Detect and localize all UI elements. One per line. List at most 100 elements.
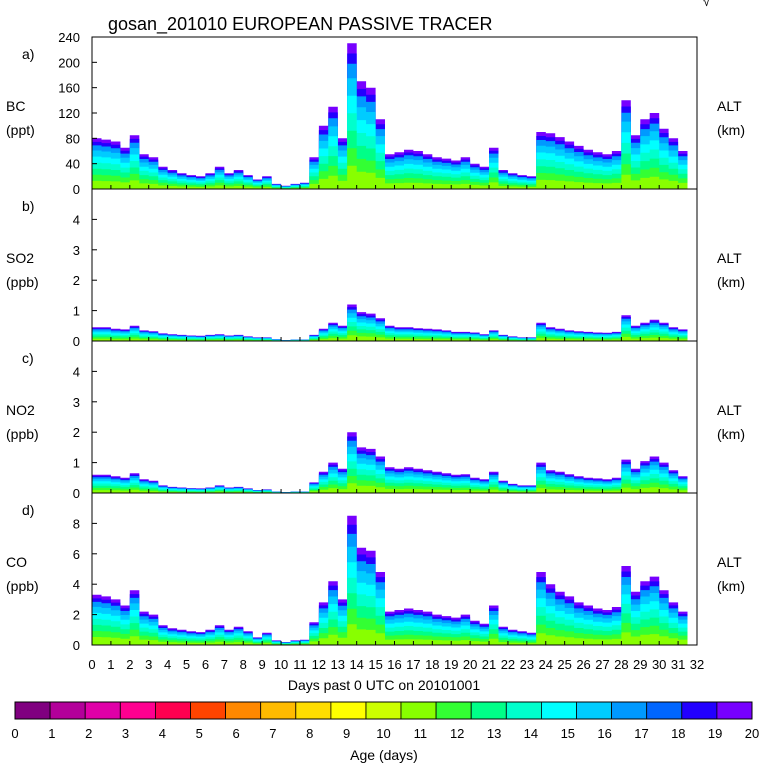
y-tick-label: 1 <box>73 304 80 319</box>
colorbar-tick-label: 9 <box>343 726 350 741</box>
colorbar-tick-label: 2 <box>85 726 92 741</box>
colorbar-tick-label: 13 <box>487 726 501 741</box>
colorbar-swatch <box>400 701 437 720</box>
panel-co: 0 2 4 6 8 d) CO (ppb) ALT (km) <box>6 492 745 653</box>
y-tick-label: 80 <box>66 131 80 146</box>
series-areas <box>92 432 688 493</box>
x-tick-label: 8 <box>240 657 247 672</box>
right-label: ALT <box>717 402 742 418</box>
colorbar-swatch <box>154 701 191 720</box>
unit-label: (ppt) <box>6 122 35 138</box>
colorbar-swatch <box>365 701 402 720</box>
x-tick-label: 15 <box>368 657 382 672</box>
corner-mark: √ <box>703 0 711 9</box>
right-unit: (km) <box>717 578 745 594</box>
unit-label: (ppb) <box>6 578 39 594</box>
panels: 04080120160200240a)BC(ppt)ALT(km)01234b)… <box>6 30 745 653</box>
series-areas <box>92 304 688 341</box>
colorbar-swatch <box>225 701 262 720</box>
colorbar-tick-label: 5 <box>196 726 203 741</box>
x-tick-label: 12 <box>312 657 326 672</box>
colorbar-tick-label: 20 <box>745 726 759 741</box>
colorbar-tick-label: 16 <box>597 726 611 741</box>
x-tick-label: 28 <box>614 657 628 672</box>
panel-letter: d) <box>22 502 34 518</box>
x-tick-label: 30 <box>652 657 666 672</box>
colorbar-swatch <box>435 701 472 720</box>
colorbar-tick-label: 7 <box>269 726 276 741</box>
colorbar-swatch <box>470 701 507 720</box>
x-tick-label: 17 <box>406 657 420 672</box>
x-tick-label: 16 <box>387 657 401 672</box>
colorbar-swatch <box>505 701 542 720</box>
x-tick-label: 23 <box>520 657 534 672</box>
colorbar-frame <box>14 701 753 720</box>
x-tick-label: 13 <box>331 657 345 672</box>
y-tick-label: 4 <box>73 212 80 227</box>
x-axis-label: Days past 0 UTC on 20101001 <box>288 677 480 693</box>
y-tick-label: 2 <box>73 608 80 623</box>
colorbar-swatch <box>611 701 648 720</box>
y-tick-label: 160 <box>58 81 80 96</box>
colorbar-swatch <box>49 701 86 720</box>
area-layer-8 <box>92 624 688 645</box>
colorbar-swatch <box>716 701 753 720</box>
x-tick-label: 26 <box>576 657 590 672</box>
x-tick-label: 10 <box>274 657 288 672</box>
x-tick-label: 5 <box>183 657 190 672</box>
x-tick-label: 29 <box>633 657 647 672</box>
panel-letter: b) <box>22 198 34 214</box>
x-tick-label: 27 <box>595 657 609 672</box>
x-tick-label: 2 <box>126 657 133 672</box>
y-tick-label: 8 <box>73 516 80 531</box>
x-axis: Days past 0 UTC on 20101001 0 1 2 3 4 5 6 7 8 9 10… <box>88 657 704 693</box>
colorbar-tick-label: 12 <box>450 726 464 741</box>
x-tick-label: 32 <box>690 657 704 672</box>
species-label: BC <box>6 98 25 114</box>
x-tick-label: 11 <box>293 657 307 672</box>
x-tick-label: 20 <box>463 657 477 672</box>
area-layer-8 <box>92 335 688 341</box>
colorbar: Age (days) 0 1 2 3 4 5 6 7 8 9 10 11 12 13 14 15 16 17 18 1… <box>11 701 759 763</box>
x-tick-label: 1 <box>107 657 114 672</box>
series-areas <box>92 515 688 645</box>
y-tick-label: 3 <box>73 243 80 258</box>
colorbar-swatch <box>14 701 51 720</box>
right-label: ALT <box>717 98 742 114</box>
area-layer-7 <box>92 148 688 189</box>
colorbar-tick-label: 11 <box>414 726 428 741</box>
y-tick-label: 1 <box>73 456 80 471</box>
x-tick-label: 24 <box>539 657 553 672</box>
x-tick-label: 18 <box>425 657 439 672</box>
right-unit: (km) <box>717 426 745 442</box>
colorbar-swatch <box>84 701 121 720</box>
y-tick-label: 2 <box>73 273 80 288</box>
colorbar-tick-label: 8 <box>306 726 313 741</box>
colorbar-tick-label: 19 <box>708 726 722 741</box>
colorbar-tick-label: 4 <box>159 726 166 741</box>
chart-title: gosan_201010 EUROPEAN PASSIVE TRACER <box>108 14 493 35</box>
x-tick-label: 19 <box>444 657 458 672</box>
y-tick-label: 3 <box>73 395 80 410</box>
colorbar-tick-label: 17 <box>634 726 648 741</box>
y-tick-label: 0 <box>73 182 80 197</box>
x-tick-label: 3 <box>145 657 152 672</box>
x-tick-label: 21 <box>482 657 496 672</box>
y-tick-label: 0 <box>73 638 80 653</box>
y-tick-label: 0 <box>73 486 80 501</box>
y-tick-label: 4 <box>73 577 80 592</box>
species-label: NO2 <box>6 402 35 418</box>
colorbar-swatch <box>646 701 683 720</box>
panel-bc: 0 40 80 120 160 200 240 a) BC (ppt) ALT (km) <box>6 30 745 197</box>
colorbar-swatch <box>119 701 156 720</box>
x-tick-label: 7 <box>221 657 228 672</box>
right-unit: (km) <box>717 274 745 290</box>
colorbar-label: Age (days) <box>350 747 418 763</box>
colorbar-tick-label: 14 <box>524 726 538 741</box>
x-tick-label: 6 <box>202 657 209 672</box>
colorbar-tick-label: 18 <box>671 726 685 741</box>
colorbar-swatch <box>681 701 718 720</box>
colorbar-tick-label: 10 <box>376 726 390 741</box>
colorbar-tick-label: 15 <box>561 726 575 741</box>
